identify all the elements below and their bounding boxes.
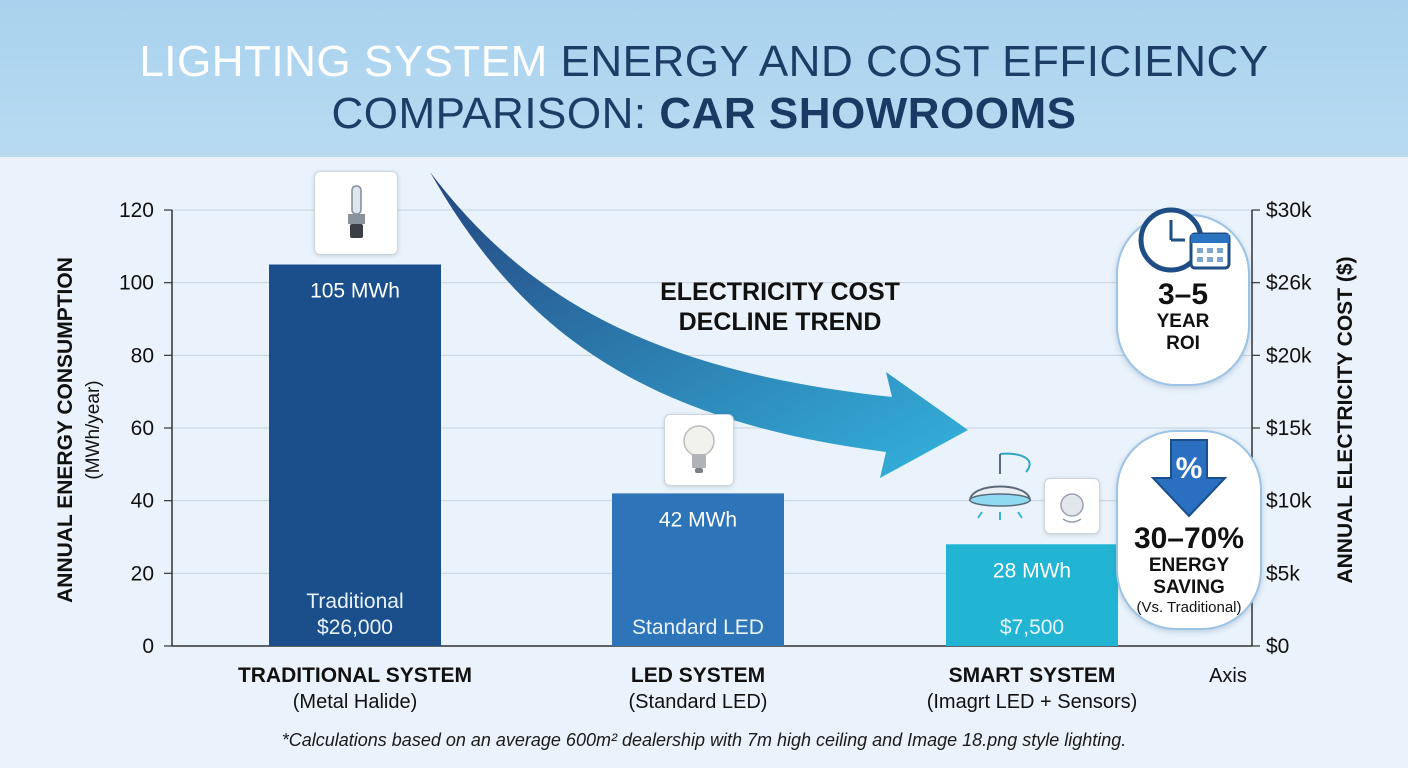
trend-label: ELECTRICITY COST — [660, 278, 900, 306]
x-category-sublabel: (Imagrt LED + Sensors) — [927, 691, 1138, 713]
title-part-1: LIGHTING SYSTEM — [139, 37, 561, 86]
percent-symbol: % — [1176, 452, 1203, 485]
y2-tick-label: $26k — [1266, 272, 1312, 295]
saving-value: 30–70% — [1133, 522, 1245, 555]
bar-1 — [612, 493, 784, 646]
hid-bulb-icon-box — [314, 171, 398, 255]
motion-sensor-icon — [1060, 493, 1084, 523]
trend-label: DECLINE TREND — [679, 308, 882, 336]
bar-inner-label: Standard LED — [632, 616, 764, 639]
bar-0 — [269, 264, 441, 646]
y2-tick-label: $0 — [1266, 635, 1289, 658]
x-axis-note: Axis — [1209, 665, 1247, 687]
y-tick-label: 120 — [119, 199, 154, 222]
roi-badge: 3–5 YEAR ROI — [1116, 207, 1250, 386]
percent-down-arrow-icon: % — [1150, 439, 1228, 518]
y-tick-label: 80 — [131, 344, 154, 367]
bar-inner-label: Traditional — [306, 590, 403, 613]
title-part-2: ENERGY AND COST EFFICIENCY — [560, 37, 1269, 86]
chart-title: LIGHTING SYSTEM ENERGY AND COST EFFICIEN… — [0, 36, 1408, 140]
led-bulb-icon — [683, 425, 715, 473]
bar-inner-label: $26,000 — [317, 616, 393, 639]
y-tick-label: 0 — [142, 635, 154, 658]
saving-note: (Vs. Traditional) — [1136, 599, 1242, 616]
x-category-label: SMART SYSTEM — [949, 664, 1116, 687]
bar-value-label: 105 MWh — [310, 280, 400, 303]
y-tick-label: 60 — [131, 417, 154, 440]
hid-bulb-icon — [348, 185, 365, 238]
saving-line-2: SAVING — [1153, 577, 1225, 598]
y2-tick-label: $15k — [1266, 417, 1312, 440]
bar-inner-label: $7,500 — [1000, 616, 1064, 639]
roi-line-2: ROI — [1166, 333, 1200, 354]
clock-icon — [1138, 207, 1231, 273]
y2-tick-label: $20k — [1266, 344, 1312, 367]
led-bulb-icon-box — [664, 414, 734, 486]
bar-value-label: 42 MWh — [659, 508, 737, 531]
energy-saving-badge: % 30–70% ENERGY SAVING (Vs. Traditional) — [1116, 430, 1262, 630]
x-category-sublabel: (Metal Halide) — [293, 691, 417, 713]
roi-value: 3–5 — [1157, 278, 1209, 311]
calendar-icon — [1189, 232, 1231, 270]
title-part-3: COMPARISON: — [331, 89, 660, 138]
saving-line-1: ENERGY — [1148, 555, 1230, 576]
x-category-label: TRADITIONAL SYSTEM — [238, 664, 472, 687]
header-banner — [0, 0, 1408, 157]
title-part-4: CAR SHOWROOMS — [659, 89, 1077, 138]
y-axis-title: ANNUAL ENERGY CONSUMPTION — [54, 257, 77, 603]
y-tick-label: 40 — [131, 490, 154, 513]
bar-value-label: 28 MWh — [993, 559, 1071, 582]
y-axis-unit: (MWh/year) — [83, 380, 104, 479]
x-category-sublabel: (Standard LED) — [629, 691, 768, 713]
motion-sensor-icon-box — [1044, 478, 1100, 534]
smart-light-icon — [968, 452, 1032, 520]
y2-tick-label: $30k — [1266, 199, 1312, 222]
x-category-label: LED SYSTEM — [631, 664, 765, 687]
bar-2 — [946, 544, 1118, 646]
footnote: *Calculations based on an average 600m² … — [281, 730, 1127, 750]
y2-tick-label: $10k — [1266, 490, 1312, 513]
y-tick-label: 20 — [131, 562, 154, 585]
roi-line-1: YEAR — [1156, 311, 1210, 332]
trend-arrow-icon — [430, 172, 968, 478]
y2-axis-title: ANNUAL ELECTRICITY COST ($) — [1334, 256, 1357, 583]
y-tick-label: 100 — [119, 272, 154, 295]
y2-tick-label: $5k — [1266, 562, 1300, 585]
